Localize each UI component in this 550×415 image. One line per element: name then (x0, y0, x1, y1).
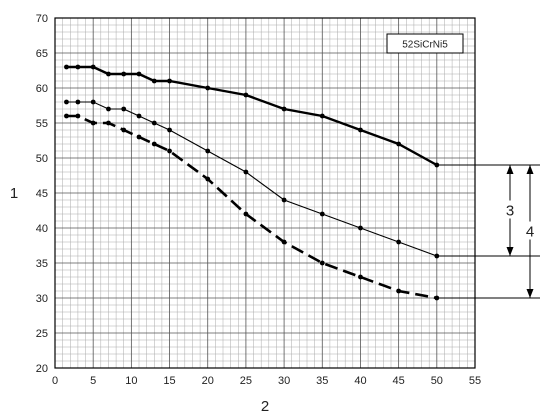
y-tick-label: 50 (36, 153, 48, 165)
major-grid (54, 17, 476, 369)
arrow-head-up (526, 165, 534, 174)
arrow-head-down (526, 289, 534, 298)
series-1-point (121, 71, 127, 77)
y-tick-label: 70 (36, 13, 48, 25)
y-axis-label: 1 (10, 185, 18, 202)
series-1-point (281, 106, 287, 112)
series-1-point (64, 64, 69, 70)
series-layer (64, 64, 440, 301)
series-1-point (106, 71, 111, 77)
legend-label: 52SiCrNi5 (402, 40, 448, 51)
series-1-point (90, 64, 96, 70)
series-3-point (90, 120, 96, 126)
y-axis-ticks: 20 25 30 35 40 45 50 55 60 65 70 (36, 13, 48, 375)
series-3-point (243, 211, 249, 217)
y-tick-label: 25 (36, 328, 48, 340)
series-2-point (90, 99, 96, 105)
y-tick-label: 20 (36, 363, 48, 375)
x-axis-ticks: 0 5 10 15 20 25 30 35 40 45 50 55 (52, 375, 481, 387)
series-1-point (75, 64, 81, 70)
series-2-point (281, 197, 287, 203)
series-2-point (121, 106, 127, 112)
series-3-point (167, 148, 172, 154)
series-3-point (319, 260, 325, 266)
series-2-point (396, 239, 402, 245)
y-tick-label: 35 (36, 258, 48, 270)
y-tick-label: 30 (36, 293, 48, 305)
series-3-point (205, 176, 211, 182)
series-2-point (358, 225, 363, 231)
arrow-label-bg (523, 221, 537, 240)
series-2-point (106, 106, 111, 112)
series-2-point (64, 99, 69, 105)
series-2-point (151, 120, 157, 126)
y-tick-label: 60 (36, 83, 48, 95)
y-tick-label: 40 (36, 223, 48, 235)
series-1-point (167, 78, 172, 84)
series-1-point (396, 141, 402, 147)
series-2-point (319, 211, 325, 217)
x-tick-label: 20 (202, 375, 214, 387)
series-line-3 (66, 114, 438, 300)
arrow-label-3: 3 (506, 203, 514, 220)
series-1-point (136, 71, 142, 77)
series-2-point (167, 127, 172, 133)
series-3-point (121, 127, 127, 133)
x-tick-label: 55 (469, 375, 481, 387)
series-3-point (106, 120, 111, 126)
x-tick-label: 10 (125, 375, 137, 387)
x-tick-label: 25 (240, 375, 252, 387)
series-1-point (243, 92, 249, 98)
series-3-point (136, 134, 142, 140)
series-2-point (136, 113, 142, 119)
series-3-point (358, 274, 363, 280)
y-tick-label: 45 (36, 188, 48, 200)
series-1-point (358, 127, 363, 133)
arrow-label-bg (503, 200, 517, 219)
series-2-point (205, 148, 211, 154)
x-tick-label: 35 (316, 375, 328, 387)
arrow-label-4: 4 (526, 224, 534, 241)
series-3-point (281, 239, 287, 245)
series-3-point (151, 141, 157, 147)
series-1-point (205, 85, 211, 91)
arrow-head-up (506, 165, 514, 174)
x-tick-label: 40 (354, 375, 366, 387)
legend-box (386, 33, 464, 54)
x-tick-label: 0 (52, 375, 58, 387)
x-tick-label: 30 (278, 375, 290, 387)
series-3-point (64, 113, 69, 119)
x-axis-label: 2 (261, 398, 269, 415)
series-3-point (75, 113, 81, 119)
range-annotations: 34 (436, 164, 540, 299)
y-tick-label: 55 (36, 118, 48, 130)
y-tick-label: 65 (36, 48, 48, 60)
x-tick-label: 45 (393, 375, 405, 387)
arrow-head-down (506, 247, 514, 256)
series-2-point (243, 169, 249, 175)
x-tick-label: 5 (90, 375, 96, 387)
series-3-point (396, 288, 402, 294)
legend: 52SiCrNi5 (386, 33, 464, 54)
x-tick-label: 15 (163, 375, 175, 387)
series-1-point (151, 78, 157, 84)
series-2-point (75, 99, 81, 105)
x-tick-label: 50 (431, 375, 443, 387)
series-1-point (319, 113, 325, 119)
plot-frame (54, 17, 476, 369)
